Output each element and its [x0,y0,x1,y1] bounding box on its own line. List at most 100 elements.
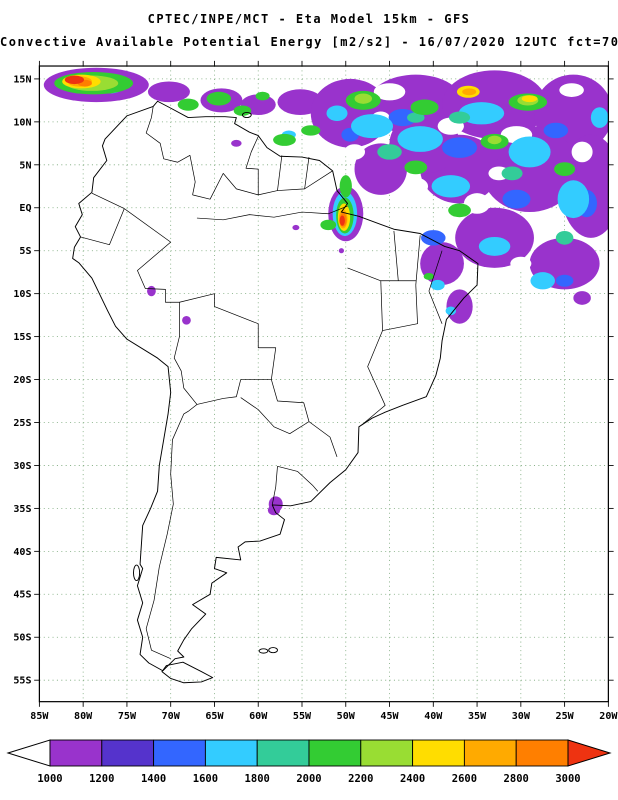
lon-tick-label: 20W [599,711,617,722]
lon-tick-label: 35W [468,711,486,722]
lat-tick-label: 5S [19,246,31,257]
cape-blob-1600 [479,237,511,256]
colorbar-over-arrow [568,740,610,766]
lat-tick-label: 15S [13,332,31,343]
border-colombia-ecuador [92,193,124,208]
lat-tick-label: 40S [13,546,31,557]
lon-tick-label: 50W [337,711,355,722]
lat-tick-label: 30S [13,461,31,472]
cape-blob-0 [534,212,560,229]
colorbar-segment-2400 [413,740,465,766]
lat-tick-label: 20S [13,375,31,386]
tierra-del-fuego-island [162,662,213,683]
cape-blob-1000 [182,316,191,325]
colorbar-segment-1000 [50,740,102,766]
cape-blob-1800 [377,144,402,159]
lon-tick-label: 45W [380,711,398,722]
cape-blob-1800 [449,111,470,123]
cape-blob-1000 [339,248,344,253]
cape-blob-1800 [502,166,523,180]
lat-tick-label: 35S [13,504,31,515]
colorbar-segment-1200 [102,740,154,766]
colorbar-segment-2800 [516,740,568,766]
cape-blob-0 [559,83,584,97]
cape-blob-2400 [522,95,538,102]
chiloe-island [133,565,139,580]
lon-tick-label: 30W [512,711,530,722]
colorbar-label: 2800 [504,773,529,785]
colorbar-segment-1600 [205,740,257,766]
lat-tick-label: 55S [13,675,31,686]
colorbar-label: 2600 [452,773,477,785]
lat-tick-label: 50S [13,632,31,643]
lon-tick-label: 70W [162,711,180,722]
lon-axis-labels: 85W80W75W70W65W60W55W50W45W40W35W30W25W2… [30,711,617,722]
cape-blob-2000 [207,91,232,105]
border-guyana-suriname [258,155,282,195]
cape-blob-1400 [502,189,530,208]
lon-tick-label: 65W [205,711,223,722]
chart-header: CPTEC/INPE/MCT - Eta Model 15km - GFS Co… [0,0,618,54]
cape-blob-0 [404,177,429,194]
cape-blob-1000 [268,505,280,515]
colorbar-segment-1800 [257,740,309,766]
cape-blob-3000 [65,75,84,84]
colorbar-label: 3000 [555,773,580,785]
border-chile-argentina [146,404,197,658]
cape-forecast-chart-page: CPTEC/INPE/MCT - Eta Model 15km - GFS Co… [0,0,618,800]
cape-blob-1000 [446,289,472,323]
cape-blob-1400 [544,122,569,137]
cape-colorbar: 1000120014001600180020002200240026002800… [0,734,618,788]
colorbar-segment-2000 [309,740,361,766]
cape-blob-0 [572,141,593,162]
cape-blob-2200 [355,93,373,103]
lon-tick-label: 80W [74,711,92,722]
chart-title-field: Convective Available Potential Energy [m… [0,31,618,54]
colorbar-label: 2000 [296,773,321,785]
cape-blob-2200 [488,135,502,144]
colorbar-label: 2200 [348,773,373,785]
cape-blob-0 [510,256,531,270]
cape-blob-1000 [292,225,299,230]
colorbar-under-arrow [8,740,50,766]
cape-blob-1000 [148,81,190,102]
cape-blob-1600 [432,175,471,197]
border-venezuela-brazil-guyana [193,136,259,199]
border-brazil-uruguay [277,466,317,491]
lon-tick-label: 55W [293,711,311,722]
cape-blob-1800 [556,231,574,245]
border-paraguay [241,379,309,433]
lat-tick-label: 10N [13,117,31,128]
border-bolivia [174,293,276,404]
lat-tick-label: 25S [13,418,31,429]
cape-blob-2000 [256,91,270,100]
south-america-cape-map: 15N10N5NEQ5S10S15S20S25S30S35S40S45S50S5… [0,54,618,724]
cape-blob-1600 [509,136,551,167]
cape-blob-2000 [273,133,296,145]
cape-blob-1400 [421,230,446,245]
lat-tick-label: 45S [13,589,31,600]
brazil-interior-lines-3 [309,330,385,456]
cape-blob-2600 [462,88,476,95]
cape-blob-0 [344,144,365,159]
lon-tick-label: 75W [118,711,136,722]
cape-blob-1600 [351,114,393,138]
lon-tick-label: 40W [424,711,442,722]
colorbar-label: 2400 [400,773,425,785]
lon-tick-label: 25W [556,711,574,722]
cape-blob-2000 [340,175,352,197]
colorbar-segment-1400 [154,740,206,766]
border-colombia-peru [124,208,170,242]
lat-axis-labels: 15N10N5NEQ5S10S15S20S25S30S35S40S45S50S5… [13,74,31,686]
lat-tick-label: 15N [13,74,31,85]
lon-tick-label: 60W [249,711,267,722]
border-venezuela-colombia [146,106,195,194]
lat-tick-label: 10S [13,289,31,300]
cape-blob-1600 [431,280,445,290]
falkland-island-east [269,647,278,652]
cape-blob-1600 [530,272,555,289]
colorbar-segment-2600 [464,740,516,766]
cape-blob-2000 [301,125,320,135]
cape-blob-3000 [340,215,345,225]
chart-title-model: CPTEC/INPE/MCT - Eta Model 15km - GFS [0,8,618,31]
